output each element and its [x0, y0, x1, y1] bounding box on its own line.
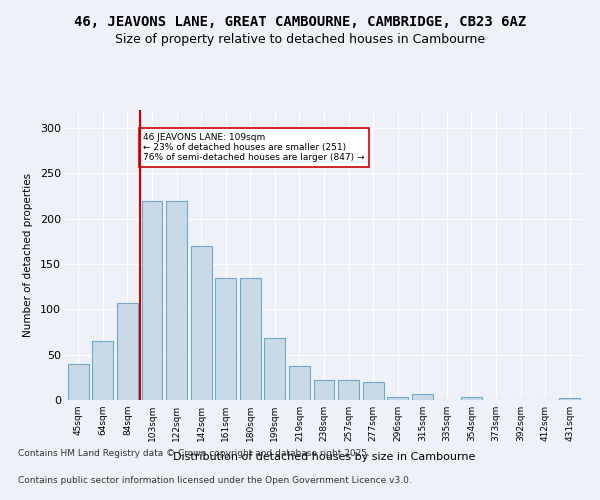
- Bar: [215, 278, 236, 400]
- Text: 46, JEAVONS LANE, GREAT CAMBOURNE, CAMBRIDGE, CB23 6AZ: 46, JEAVONS LANE, GREAT CAMBOURNE, CAMBR…: [74, 15, 526, 29]
- X-axis label: Distribution of detached houses by size in Cambourne: Distribution of detached houses by size …: [173, 452, 475, 462]
- Bar: [461, 398, 482, 400]
- Text: Size of property relative to detached houses in Cambourne: Size of property relative to detached ho…: [115, 32, 485, 46]
- Text: Contains public sector information licensed under the Open Government Licence v3: Contains public sector information licen…: [18, 476, 412, 485]
- Text: Contains HM Land Registry data © Crown copyright and database right 2025.: Contains HM Land Registry data © Crown c…: [18, 448, 370, 458]
- Bar: [240, 278, 261, 400]
- Text: 46 JEAVONS LANE: 109sqm
← 23% of detached houses are smaller (251)
76% of semi-d: 46 JEAVONS LANE: 109sqm ← 23% of detache…: [143, 132, 365, 162]
- Y-axis label: Number of detached properties: Number of detached properties: [23, 173, 33, 337]
- Bar: [265, 338, 286, 400]
- Bar: [142, 200, 163, 400]
- Bar: [92, 341, 113, 400]
- Bar: [412, 394, 433, 400]
- Bar: [314, 380, 334, 400]
- Bar: [68, 364, 89, 400]
- Bar: [362, 382, 383, 400]
- Bar: [559, 398, 580, 400]
- Bar: [387, 398, 408, 400]
- Bar: [338, 380, 359, 400]
- Bar: [117, 303, 138, 400]
- Bar: [289, 366, 310, 400]
- Bar: [191, 246, 212, 400]
- Bar: [166, 200, 187, 400]
